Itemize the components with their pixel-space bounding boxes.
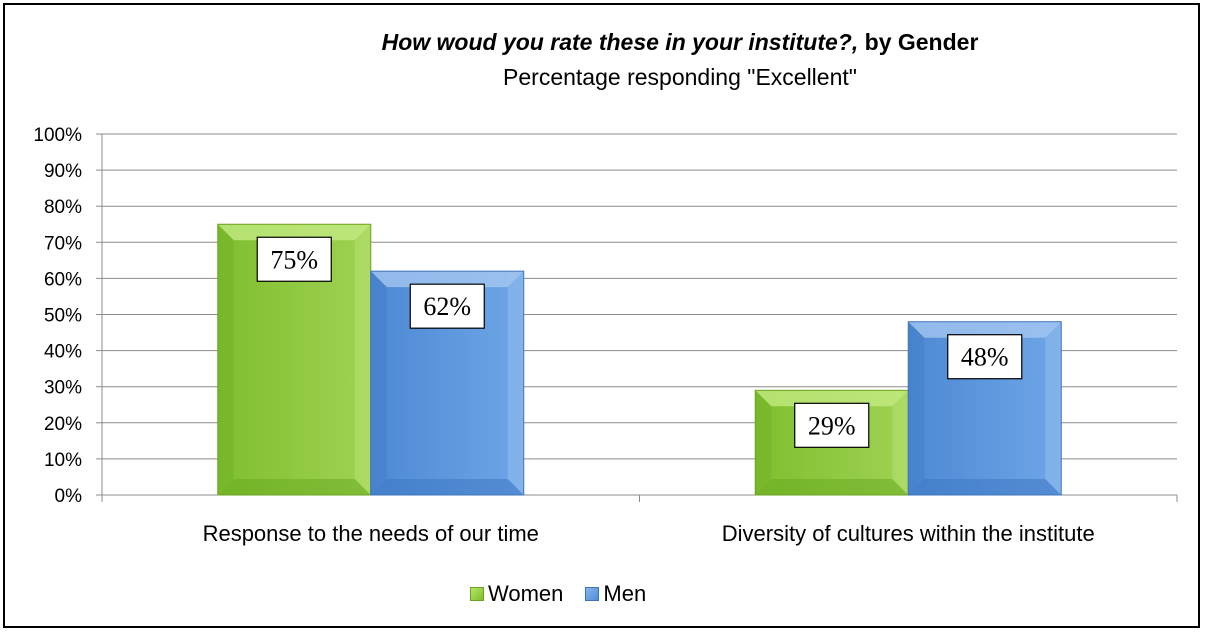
data-label-box [409, 283, 485, 329]
category-label: Response to the needs of our time [203, 521, 539, 546]
data-label-box [256, 236, 332, 282]
legend-swatch-women [470, 587, 484, 601]
legend-label-men: Men [603, 581, 647, 606]
y-tick-label: 10% [44, 450, 82, 471]
chart-frame [3, 3, 1200, 628]
bar-women [217, 223, 372, 496]
y-tick-label: 90% [44, 161, 82, 182]
y-tick-label: 100% [33, 125, 82, 146]
data-label: 48% [961, 343, 1009, 372]
y-tick-label: 40% [44, 342, 82, 363]
chart-subtitle: Percentage responding "Excellent" [503, 64, 857, 90]
y-tick-label: 30% [44, 378, 82, 399]
data-label: 62% [423, 292, 471, 321]
y-tick-label: 80% [44, 197, 82, 218]
legend-item-men: Men [585, 581, 646, 607]
y-tick-label: 60% [44, 269, 82, 290]
chart-title: How woud you rate these in your institut… [300, 28, 1060, 56]
y-tick-label: 20% [44, 414, 82, 435]
data-label: 75% [270, 245, 318, 274]
legend-label-women: Women [488, 581, 564, 606]
y-tick-label: 0% [55, 486, 83, 507]
category-label: Diversity of cultures within the institu… [722, 521, 1095, 546]
y-tick-label: 50% [44, 306, 82, 327]
chart-title-bold: by Gender [858, 29, 979, 55]
chart-legend: Women Men [470, 580, 668, 608]
y-tick-label: 70% [44, 233, 82, 254]
legend-item-women: Women [470, 581, 563, 607]
chart-title-italic: How woud you rate these in your institut… [381, 29, 859, 55]
legend-swatch-men [585, 587, 600, 601]
data-label: 29% [808, 411, 856, 440]
data-label-box [794, 402, 870, 448]
data-label-box [947, 334, 1023, 380]
